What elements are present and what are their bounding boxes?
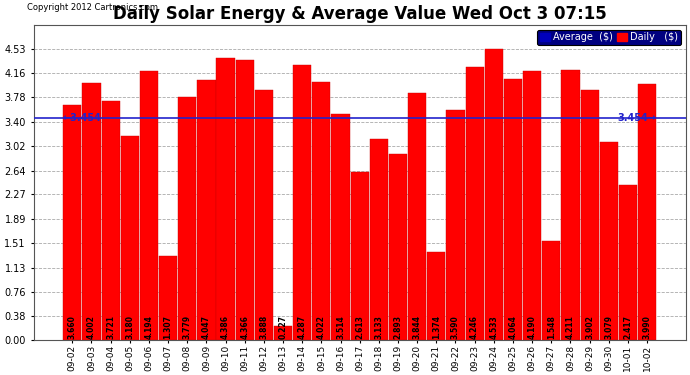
Text: 3.079: 3.079 <box>604 315 613 339</box>
Bar <box>638 84 656 340</box>
Text: 3.180: 3.180 <box>126 315 135 339</box>
Bar <box>140 71 158 341</box>
Bar <box>389 154 407 340</box>
Text: 3.514: 3.514 <box>336 315 345 339</box>
Bar <box>370 139 388 340</box>
Bar <box>197 80 215 340</box>
Text: 3.590: 3.590 <box>451 315 460 339</box>
Bar <box>63 105 81 340</box>
Text: 4.366: 4.366 <box>240 315 249 339</box>
Text: 3.133: 3.133 <box>375 315 384 339</box>
Text: 3.721: 3.721 <box>106 315 115 339</box>
Bar <box>562 70 580 340</box>
Text: 4.002: 4.002 <box>87 315 96 339</box>
Text: ←3.454: ←3.454 <box>63 113 101 123</box>
Bar <box>121 136 139 340</box>
Bar <box>408 93 426 340</box>
Bar <box>217 58 235 340</box>
Text: 4.386: 4.386 <box>221 315 230 339</box>
Bar <box>446 110 464 340</box>
Bar <box>484 49 503 340</box>
Text: 4.533: 4.533 <box>489 315 498 339</box>
Text: 3.660: 3.660 <box>68 315 77 339</box>
Bar <box>600 142 618 340</box>
Bar <box>504 79 522 340</box>
Text: 2.613: 2.613 <box>355 315 364 339</box>
Text: 4.194: 4.194 <box>144 315 153 339</box>
Text: 2.417: 2.417 <box>624 315 633 339</box>
Text: 3.902: 3.902 <box>585 315 594 339</box>
Text: 4.022: 4.022 <box>317 315 326 339</box>
Bar <box>351 172 368 340</box>
Bar <box>159 256 177 340</box>
Text: 3.779: 3.779 <box>183 315 192 339</box>
Text: 1.548: 1.548 <box>546 315 555 339</box>
Bar <box>101 101 120 340</box>
Text: 3.990: 3.990 <box>642 315 651 339</box>
Bar <box>523 71 541 341</box>
Text: 2.893: 2.893 <box>393 315 402 339</box>
Bar <box>255 90 273 340</box>
Bar <box>274 326 292 340</box>
Text: 3.454→: 3.454→ <box>618 113 657 123</box>
Text: 3.888: 3.888 <box>259 315 268 339</box>
Bar <box>619 185 637 340</box>
Text: 4.211: 4.211 <box>566 315 575 339</box>
Bar <box>236 60 254 340</box>
Bar <box>82 83 101 340</box>
Text: 1.307: 1.307 <box>164 315 172 339</box>
Text: Copyright 2012 Cartronics.com: Copyright 2012 Cartronics.com <box>27 3 158 12</box>
Text: 0.227: 0.227 <box>279 315 288 339</box>
Bar <box>331 114 350 340</box>
Bar <box>466 68 484 340</box>
Text: 4.246: 4.246 <box>470 315 479 339</box>
Text: 4.047: 4.047 <box>202 315 211 339</box>
Bar <box>427 252 446 340</box>
Text: 4.064: 4.064 <box>509 315 518 339</box>
Bar <box>178 98 197 340</box>
Title: Daily Solar Energy & Average Value Wed Oct 3 07:15: Daily Solar Energy & Average Value Wed O… <box>113 5 607 23</box>
Bar <box>542 241 560 340</box>
Bar <box>313 82 331 340</box>
Text: 4.190: 4.190 <box>528 315 537 339</box>
Legend: Average  (\$), Daily   (\$): Average (\$), Daily (\$) <box>537 30 681 45</box>
Text: 4.287: 4.287 <box>297 315 307 339</box>
Text: 3.844: 3.844 <box>413 315 422 339</box>
Bar <box>580 90 599 340</box>
Bar <box>293 65 311 341</box>
Text: 1.374: 1.374 <box>432 315 441 339</box>
